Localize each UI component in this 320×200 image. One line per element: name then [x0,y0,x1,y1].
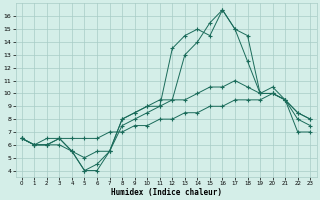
X-axis label: Humidex (Indice chaleur): Humidex (Indice chaleur) [110,188,221,197]
